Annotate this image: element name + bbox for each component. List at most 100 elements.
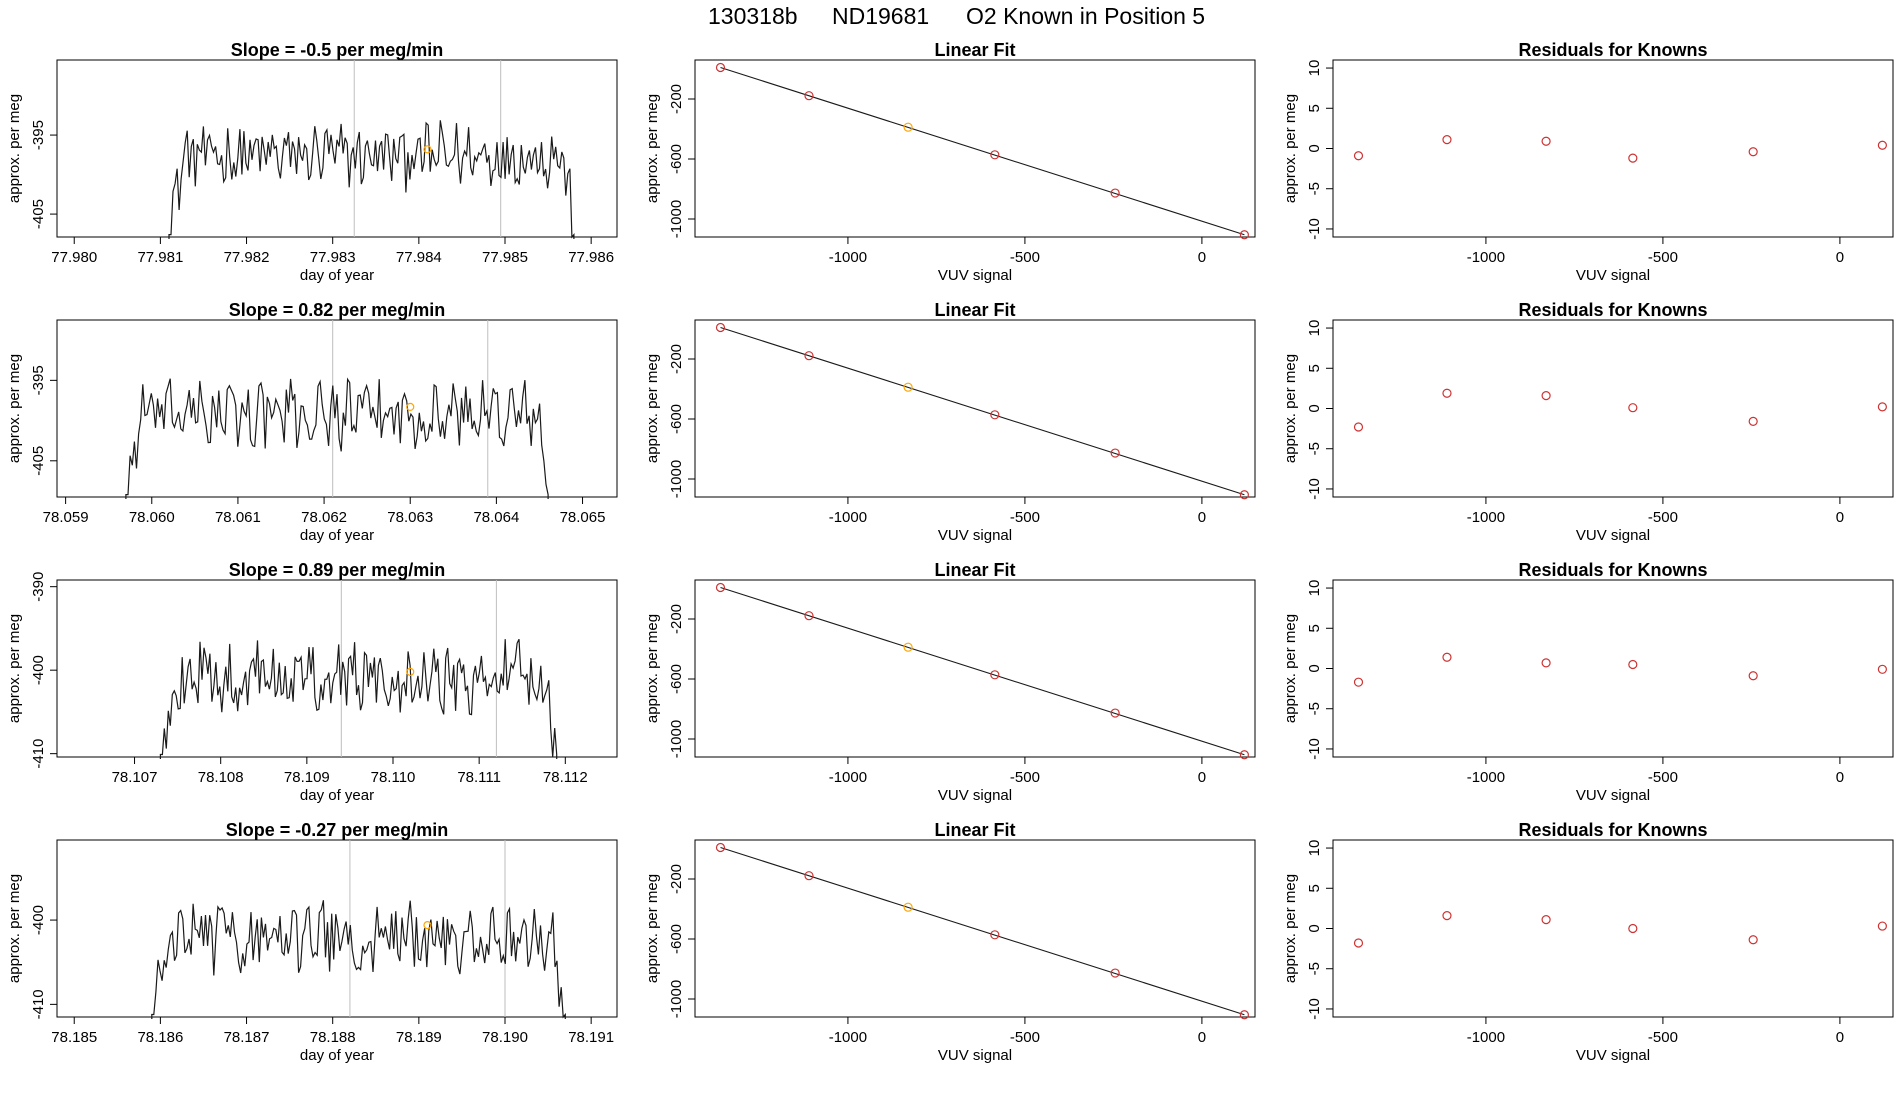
x-axis-label: VUV signal xyxy=(1576,527,1650,544)
y-axis-label: approx. per meg xyxy=(644,874,661,983)
panel-title: Residuals for Knowns xyxy=(1518,820,1707,840)
known-point xyxy=(1239,230,1249,240)
x-tick-label: 0 xyxy=(1198,1029,1206,1046)
panel-title: Linear Fit xyxy=(934,560,1015,580)
known-point xyxy=(990,670,1000,680)
known-point xyxy=(903,642,913,652)
x-axis-label: VUV signal xyxy=(938,787,1012,804)
residual-point xyxy=(1353,422,1364,432)
residual-point xyxy=(1541,391,1551,401)
x-axis-label: VUV signal xyxy=(938,1047,1012,1064)
y-tick-label: 5 xyxy=(1306,624,1323,632)
known-point xyxy=(715,322,726,333)
x-tick-label: 0 xyxy=(1198,509,1206,526)
y-tick-label: -405 xyxy=(30,199,47,229)
y-tick-label: 10 xyxy=(1306,840,1323,857)
y-tick-label: 5 xyxy=(1306,104,1323,112)
residual-point xyxy=(1877,921,1887,931)
x-axis-label: VUV signal xyxy=(938,267,1012,284)
x-tick-label: 78.064 xyxy=(473,509,519,526)
x-axis-label: day of year xyxy=(300,527,374,544)
residual-point xyxy=(1628,403,1638,413)
sample-marker xyxy=(423,921,432,930)
residual-point xyxy=(1353,677,1364,687)
residual-point xyxy=(1877,664,1887,674)
y-tick-label: -600 xyxy=(668,664,685,694)
x-axis-label: VUV signal xyxy=(1576,787,1650,804)
panel-title: Slope = 0.89 per meg/min xyxy=(229,560,446,580)
header-run-id: 130318b xyxy=(708,3,798,29)
y-tick-label: -400 xyxy=(30,905,47,935)
y-tick-label: -1000 xyxy=(668,720,685,758)
x-tick-label: 0 xyxy=(1198,249,1206,266)
x-tick-label: 78.108 xyxy=(198,769,244,786)
y-tick-label: 0 xyxy=(1306,404,1323,412)
y-tick-label: -200 xyxy=(668,84,685,114)
y-tick-label: 5 xyxy=(1306,364,1323,372)
figure-header: 130318b ND19681 O2 Known in Position 5 xyxy=(708,3,1205,29)
residual-point xyxy=(1748,147,1758,157)
y-axis-label: approx. per meg xyxy=(644,94,661,203)
x-tick-label: 78.062 xyxy=(301,509,347,526)
y-tick-label: -5 xyxy=(1306,182,1323,195)
residuals-panel-row-2: Residuals for Knowns VUV signal approx. pe… xyxy=(1282,300,1894,544)
known-point xyxy=(990,410,1000,420)
y-tick-label: 0 xyxy=(1306,924,1323,932)
residuals-panel-row-3: Residuals for Knowns VUV signal approx. pe… xyxy=(1282,560,1894,804)
panel-title: Residuals for Knowns xyxy=(1518,300,1707,320)
x-tick-label: -500 xyxy=(1010,249,1040,266)
panel-title: Linear Fit xyxy=(934,300,1015,320)
x-tick-label: -500 xyxy=(1010,509,1040,526)
x-tick-label: 77.982 xyxy=(224,249,270,266)
y-tick-label: -1000 xyxy=(668,200,685,238)
x-tick-label: 0 xyxy=(1836,509,1844,526)
time-series-panel-row-1: Slope = -0.5 per meg/min day of year appro… xyxy=(6,40,618,284)
signal-trace xyxy=(159,638,558,759)
x-tick-label: -1000 xyxy=(1467,249,1505,266)
panel-title: Linear Fit xyxy=(934,820,1015,840)
x-tick-label: 78.187 xyxy=(224,1029,270,1046)
residuals-panel-row-4: Residuals for Knowns VUV signal approx. pe… xyxy=(1282,820,1894,1064)
residual-point xyxy=(1541,658,1551,668)
x-tick-label: 77.985 xyxy=(482,249,528,266)
residual-point xyxy=(1877,402,1887,412)
x-tick-label: 78.186 xyxy=(137,1029,183,1046)
x-tick-label: 78.059 xyxy=(43,509,89,526)
x-tick-label: 78.110 xyxy=(371,769,416,786)
y-tick-label: -5 xyxy=(1306,442,1323,455)
x-tick-label: 78.112 xyxy=(543,769,588,786)
panel-title: Slope = -0.5 per meg/min xyxy=(231,40,444,60)
known-point xyxy=(804,611,814,621)
residual-point xyxy=(1748,671,1758,681)
y-axis-label: approx. per meg xyxy=(6,874,23,983)
fit-line xyxy=(720,66,1245,236)
y-tick-label: -1000 xyxy=(668,980,685,1018)
y-tick-label: -1000 xyxy=(668,460,685,498)
plot-frame xyxy=(1332,839,1894,1018)
known-point xyxy=(715,62,726,73)
residual-point xyxy=(1628,153,1638,163)
signal-trace xyxy=(168,120,575,239)
x-tick-label: -1000 xyxy=(1467,1029,1505,1046)
known-point xyxy=(903,382,913,392)
x-tick-label: -500 xyxy=(1010,769,1040,786)
residuals-panel-row-1: Residuals for Knowns VUV signal approx. pe… xyxy=(1282,40,1894,284)
y-tick-label: -5 xyxy=(1306,702,1323,715)
x-tick-label: -1000 xyxy=(829,249,867,266)
y-axis-label: approx. per meg xyxy=(1282,614,1299,723)
panel-title: Slope = 0.82 per meg/min xyxy=(229,300,446,320)
panel-title: Slope = -0.27 per meg/min xyxy=(226,820,449,840)
y-tick-label: -10 xyxy=(1306,738,1323,760)
panel-title: Residuals for Knowns xyxy=(1518,40,1707,60)
x-tick-label: -500 xyxy=(1648,1029,1678,1046)
panel-title: Linear Fit xyxy=(934,40,1015,60)
x-tick-label: 78.191 xyxy=(568,1029,614,1046)
y-tick-label: -395 xyxy=(30,365,47,395)
x-tick-label: -1000 xyxy=(829,1029,867,1046)
plot-frame xyxy=(1332,579,1894,758)
time-series-panel-row-2: Slope = 0.82 per meg/min day of year appro… xyxy=(6,300,618,544)
y-axis-label: approx. per meg xyxy=(644,614,661,723)
x-tick-label: 78.060 xyxy=(129,509,175,526)
y-axis-label: approx. per meg xyxy=(6,94,23,203)
y-tick-label: -600 xyxy=(668,144,685,174)
